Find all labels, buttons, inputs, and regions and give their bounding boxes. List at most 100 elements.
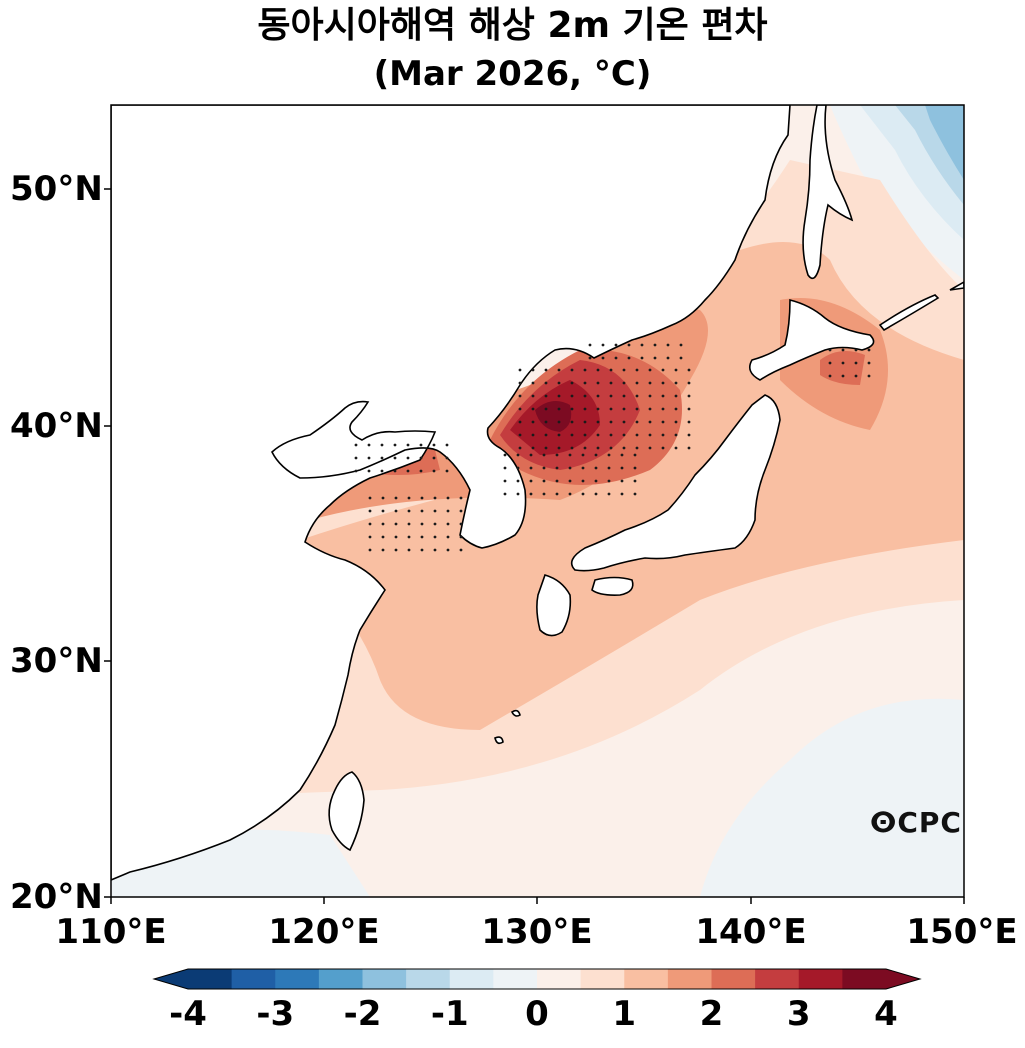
stipple-dot	[635, 394, 639, 398]
stipple-dot	[367, 443, 371, 447]
stipple-dot	[601, 343, 605, 347]
stipple-dot	[518, 381, 522, 385]
stipple-dot	[687, 433, 691, 437]
stipple-dot	[516, 479, 520, 483]
stipple-dot	[459, 522, 463, 526]
stipple-dot	[432, 443, 436, 447]
stipple-dot	[609, 368, 613, 372]
lon-tick-110: 110°E	[55, 912, 167, 952]
stipple-dot	[570, 433, 574, 437]
lat-tick-40: 40°N	[10, 406, 103, 446]
stipple-dot	[544, 381, 548, 385]
stipple-dot	[596, 394, 600, 398]
stipple-dot	[568, 492, 572, 496]
stipple-dot	[420, 548, 424, 552]
stipple-dot	[531, 420, 535, 424]
stipple-dot	[828, 361, 832, 365]
stipple-dot	[420, 496, 424, 500]
stipple-dot	[661, 407, 665, 411]
stipple-dot	[446, 496, 450, 500]
stipple-dot	[635, 433, 639, 437]
stipple-dot	[531, 446, 535, 450]
colorbar-segment	[842, 969, 887, 989]
stipple-dot	[459, 509, 463, 513]
stipple-dot	[841, 361, 845, 365]
stipple-dot	[544, 407, 548, 411]
stipple-dot	[674, 394, 678, 398]
stipple-dot	[432, 469, 436, 473]
stipple-dot	[570, 446, 574, 450]
stipple-dot	[529, 492, 533, 496]
stipple-dot	[867, 361, 871, 365]
stipple-dot	[687, 420, 691, 424]
stipple-dot	[622, 407, 626, 411]
stipple-dot	[640, 356, 644, 360]
stipple-dot	[583, 433, 587, 437]
stipple-dot	[687, 407, 691, 411]
map-subtitle: (Mar 2026, °C)	[373, 54, 652, 94]
stipple-dot	[381, 548, 385, 552]
stipple-dot	[867, 374, 871, 378]
stipple-dot	[622, 368, 626, 372]
stipple-dot	[381, 522, 385, 526]
colorbar-tick-label: -1	[430, 994, 469, 1034]
stipple-dot	[620, 466, 624, 470]
stipple-dot	[614, 343, 618, 347]
stipple-dot	[687, 368, 691, 372]
stipple-dot	[661, 381, 665, 385]
stipple-dot	[635, 407, 639, 411]
land-masses	[111, 105, 964, 881]
stipple-dot	[841, 348, 845, 352]
stipple-dot	[594, 479, 598, 483]
stipple-dot	[635, 381, 639, 385]
axis-ticks	[104, 188, 965, 904]
stipple-dot	[674, 368, 678, 372]
stipple-dot	[518, 433, 522, 437]
stipple-dot	[555, 453, 559, 457]
stipple-dot	[394, 535, 398, 539]
stipple-dot	[380, 443, 384, 447]
stipple-dot	[687, 381, 691, 385]
colorbar-tick-label: 3	[786, 994, 811, 1034]
stipple-dot	[609, 433, 613, 437]
stipple-dot	[633, 453, 637, 457]
stipple-dot	[531, 407, 535, 411]
stipple-dot	[381, 535, 385, 539]
lat-tick-50: 50°N	[10, 169, 103, 209]
stipple-dot	[570, 407, 574, 411]
stipple-dot	[407, 496, 411, 500]
stipple-dot	[354, 469, 358, 473]
stipple-dot	[394, 522, 398, 526]
stipple-dot	[622, 394, 626, 398]
lat-tick-20: 20°N	[10, 877, 103, 917]
stipple-dot	[583, 407, 587, 411]
stipple-dot	[596, 381, 600, 385]
stipple-dot	[614, 356, 618, 360]
stipple-dot	[544, 368, 548, 372]
stipple-dot	[583, 394, 587, 398]
stipple-dot	[679, 343, 683, 347]
stipple-dot	[555, 492, 559, 496]
stipple-dot	[581, 466, 585, 470]
stipple-dot	[594, 492, 598, 496]
colorbar-segment	[449, 969, 494, 989]
stipple-dot	[542, 479, 546, 483]
stipple-dot	[596, 407, 600, 411]
stipple-dot	[516, 492, 520, 496]
colorbar-tick-label: 2	[699, 994, 724, 1034]
colorbar-segment	[493, 969, 538, 989]
significance-stipple	[354, 343, 871, 552]
stipple-dot	[419, 469, 423, 473]
stipple-dot	[516, 453, 520, 457]
stipple-dot	[596, 368, 600, 372]
stipple-dot	[557, 394, 561, 398]
stipple-dot	[544, 394, 548, 398]
stipple-dot	[394, 496, 398, 500]
stipple-dot	[531, 394, 535, 398]
stipple-dot	[609, 446, 613, 450]
stipple-dot	[557, 381, 561, 385]
colorbar-extend-low	[154, 969, 188, 989]
stipple-dot	[828, 348, 832, 352]
stipple-dot	[503, 479, 507, 483]
colorbar	[152, 968, 922, 990]
